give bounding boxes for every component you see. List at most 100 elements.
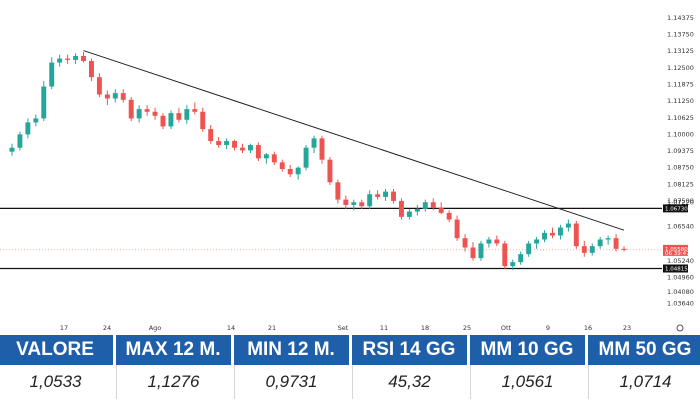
candle-body [152, 111, 158, 116]
candle-body [406, 211, 412, 217]
gear-icon [676, 324, 684, 332]
y-tick-label: 1.07500 [667, 197, 694, 205]
x-tick-label: 18 [421, 324, 429, 332]
candle-body [184, 109, 190, 120]
candle-body [208, 129, 214, 142]
value-rsi-14gg: 45,32 [351, 365, 467, 399]
candle-body [573, 223, 579, 247]
y-tick-label: 1.11250 [667, 97, 694, 105]
candle-body [534, 239, 540, 244]
candle-body [311, 138, 317, 148]
header-max-12m: MAX 12 M. [115, 335, 231, 365]
y-tick-label: 1.08750 [667, 164, 694, 172]
current-price-countdown: 06 39:47 [665, 251, 690, 257]
header-valore: VALORE [0, 335, 113, 365]
x-tick-label: 24 [103, 324, 111, 332]
candle-body [65, 58, 71, 60]
value-mm-10gg: 1,0561 [469, 365, 585, 399]
candle-body [565, 223, 571, 228]
candle-body [81, 55, 86, 61]
candle-body [33, 118, 39, 123]
candle-body [17, 134, 23, 148]
candle-body [581, 246, 587, 253]
x-tick-label: 25 [463, 324, 471, 332]
y-tick-label: 1.09375 [667, 147, 694, 155]
header-mm-10gg: MM 10 GG [469, 335, 585, 365]
x-tick-label: Ago [149, 324, 162, 332]
header-mm-50gg: MM 50 GG [587, 335, 700, 365]
candle-body [144, 109, 150, 112]
candle-body [502, 243, 508, 267]
candle-body [351, 202, 357, 205]
candle-body [287, 168, 293, 175]
candle-body [470, 247, 476, 259]
candle-body [303, 147, 309, 168]
candle-body [398, 200, 404, 217]
candle-body [343, 199, 349, 205]
y-tick-label: 1.11875 [667, 81, 694, 89]
candle-body [96, 77, 102, 95]
candle-body [557, 227, 563, 236]
candle-body [104, 94, 110, 99]
candle-body [295, 167, 301, 175]
candle-body [128, 99, 134, 119]
x-tick-label: Ott [501, 324, 512, 332]
y-tick-label: 1.10625 [667, 114, 694, 122]
header-min-12m: MIN 12 M. [233, 335, 349, 365]
candle-body [383, 191, 389, 197]
candle-body [168, 113, 174, 127]
candle-body [335, 182, 341, 200]
candle-body [192, 109, 198, 112]
candle-body [526, 243, 532, 255]
candle-body [430, 202, 436, 208]
y-tick-label: 1.14375 [667, 14, 694, 22]
candlestick-chart: 1.14375 1.13750 1.13125 1.12500 1.11875 1.112… [0, 14, 694, 332]
current-price-label: 1.05580 [665, 247, 688, 253]
candle-body [25, 122, 31, 135]
candle-body [49, 62, 55, 87]
candle-body [375, 194, 381, 197]
candle-body [613, 238, 619, 249]
candle-body [589, 246, 595, 253]
y-tick-label: 1.10000 [667, 130, 694, 138]
candle-body [542, 232, 548, 240]
candle-body [263, 154, 269, 159]
price-chart: 1.14375 1.13750 1.13125 1.12500 1.11875 1.112… [0, 14, 694, 332]
candle-body [255, 145, 261, 159]
candle-body [247, 145, 253, 151]
candle-body [550, 232, 555, 236]
gear-icon-ring [676, 324, 684, 332]
value-valore: 1,0533 [0, 365, 113, 399]
candle-body [88, 60, 94, 78]
stats-table: VALORE MAX 12 M. MIN 12 M. RSI 14 GG MM … [0, 335, 700, 400]
candle-body [9, 147, 15, 152]
candle-body [224, 141, 230, 146]
candle-body [57, 58, 63, 63]
y-tick-label: 1.04960 [667, 274, 694, 282]
y-tick-label: 1.03640 [667, 300, 694, 308]
candle-body [510, 262, 516, 267]
candle-body [367, 194, 373, 207]
candle-body [232, 141, 238, 148]
candle-body [120, 93, 126, 100]
candle-body [486, 239, 492, 244]
support-price-box [663, 204, 688, 213]
value-max-12m: 1,1276 [115, 365, 231, 399]
candle-body [414, 208, 420, 212]
candle-body [216, 141, 222, 146]
y-tick-label: 1.13750 [667, 31, 694, 39]
candle-body [597, 239, 603, 247]
y-tick-label: 1.13125 [667, 47, 694, 55]
x-tick-label: 9 [546, 324, 550, 332]
support-price-label: 1.04815 [665, 267, 688, 273]
candle-body [271, 154, 277, 163]
x-tick-label: 11 [380, 324, 388, 332]
candle-body [621, 248, 627, 250]
candle-body [240, 147, 245, 151]
candle-body [112, 93, 118, 99]
support-price-box [663, 264, 688, 273]
x-tick-label: 16 [584, 324, 592, 332]
candle-body [160, 115, 166, 127]
y-tick-label: 1.04080 [667, 288, 694, 296]
candle-body [319, 138, 325, 160]
